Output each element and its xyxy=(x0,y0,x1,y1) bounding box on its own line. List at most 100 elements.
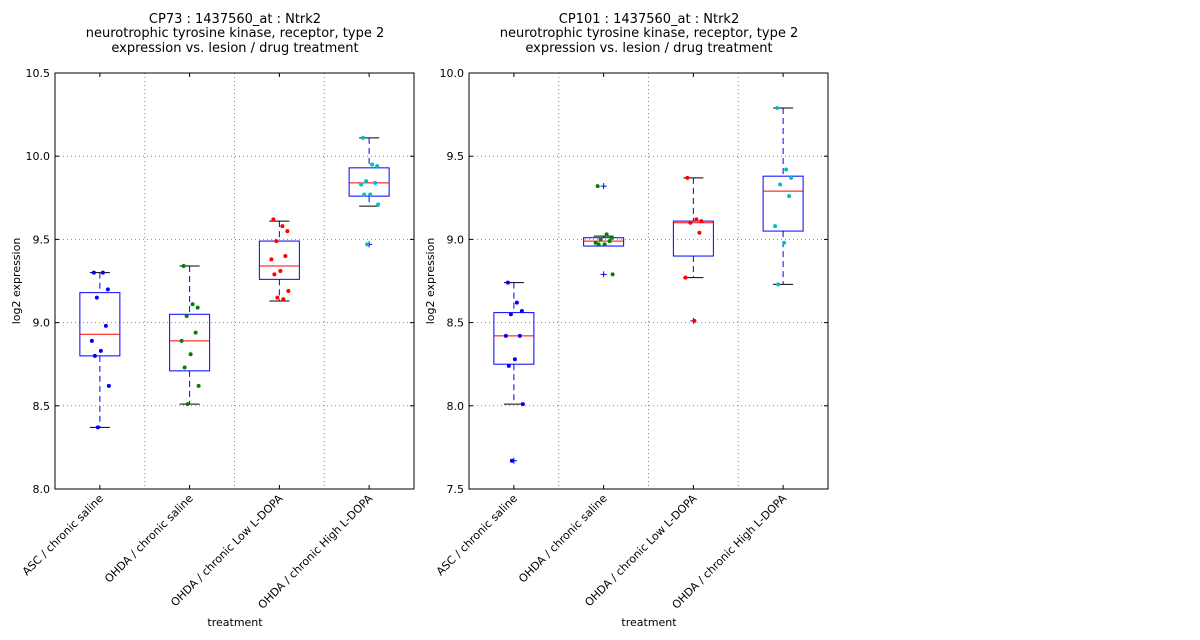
left-chart-data-point xyxy=(105,287,110,292)
left-chart-panel: CP73 : 1437560_at : Ntrk2 neurotrophic t… xyxy=(10,12,415,629)
left-chart-data-point xyxy=(98,348,103,353)
right-chart-data-point xyxy=(609,235,614,240)
right-chart-data-point xyxy=(593,240,598,245)
left-chart-box xyxy=(169,313,211,372)
left-chart-data-point xyxy=(283,254,288,259)
right-chart-panel: CP101 : 1437560_at : Ntrk2 neurotrophic … xyxy=(424,12,829,629)
left-chart-y-tick-label: 10.5 xyxy=(26,67,51,80)
right-chart-box-group xyxy=(762,105,804,287)
left-chart-data-point xyxy=(271,217,276,222)
left-chart-data-point xyxy=(274,239,279,244)
right-chart-data-point xyxy=(775,105,780,110)
left-chart-y-axis-label: log2 expression xyxy=(10,238,23,325)
right-chart-title-line-3: expression vs. lesion / drug treatment xyxy=(525,41,772,56)
left-chart-data-point xyxy=(362,192,367,197)
right-chart-data-point xyxy=(506,363,511,368)
left-chart-data-point xyxy=(182,365,187,370)
right-chart-data-point xyxy=(512,357,517,362)
right-chart-data-point xyxy=(503,333,508,338)
left-chart-y-tick-label: 8.0 xyxy=(33,483,51,496)
right-chart-y-axis-label: log2 expression xyxy=(424,238,437,325)
left-chart-data-point xyxy=(361,135,366,140)
right-chart-data-point xyxy=(699,219,704,224)
left-chart-data-point xyxy=(184,313,189,318)
left-chart-data-point xyxy=(275,295,280,300)
right-chart-data-point xyxy=(683,275,688,280)
right-chart-box xyxy=(493,312,535,365)
left-chart-y-tick-label: 9.0 xyxy=(33,317,51,330)
right-chart-data-point xyxy=(784,167,789,172)
left-chart-data-point xyxy=(286,288,291,293)
right-chart-outlier-marker xyxy=(600,183,607,190)
right-chart-y-tick-label: 8.0 xyxy=(447,400,465,413)
right-chart-y-tick-label: 9.0 xyxy=(447,233,465,246)
left-chart-title-line-3: expression vs. lesion / drug treatment xyxy=(111,41,358,56)
left-chart-box xyxy=(79,292,121,357)
right-chart-data-point xyxy=(520,402,525,407)
left-chart-data-point xyxy=(95,425,100,430)
left-chart-data-point xyxy=(359,182,364,187)
left-chart-box-group xyxy=(348,135,390,248)
left-chart-data-point xyxy=(364,179,369,184)
left-chart-data-point xyxy=(103,323,108,328)
left-chart-data-point xyxy=(106,383,111,388)
left-chart-data-point xyxy=(281,297,286,302)
left-chart-plot-frame xyxy=(54,72,415,490)
left-chart-title-line-2: neurotrophic tyrosine kinase, receptor, … xyxy=(86,26,384,41)
left-chart-x-axis-label: treatment xyxy=(207,616,263,629)
left-chart-box-group xyxy=(79,270,121,430)
left-chart-data-point xyxy=(94,295,99,300)
left-chart-data-point xyxy=(285,229,290,234)
left-chart-data-point xyxy=(272,272,277,277)
left-chart-data-point xyxy=(92,353,97,358)
left-chart-data-point xyxy=(193,330,198,335)
left-chart-y-tick-label: 9.5 xyxy=(33,233,51,246)
left-chart-data-point xyxy=(278,269,283,274)
right-chart-data-point xyxy=(514,300,519,305)
right-chart-x-tick-label: ASC / chronic saline xyxy=(434,492,520,578)
left-chart-data-point xyxy=(100,270,105,275)
right-chart-data-point xyxy=(778,182,783,187)
right-chart-data-point xyxy=(787,194,792,199)
left-chart-data-point xyxy=(196,383,201,388)
left-chart-box xyxy=(348,167,390,197)
right-chart-data-point xyxy=(773,224,778,229)
right-chart-data-point xyxy=(776,282,781,287)
right-chart-box-group xyxy=(583,183,625,278)
left-chart-data-point xyxy=(375,164,380,169)
left-chart-data-point xyxy=(185,402,190,407)
right-chart-data-point xyxy=(694,217,699,222)
right-chart-data-point xyxy=(607,239,612,244)
left-chart-x-tick-label: OHDA / chronic saline xyxy=(102,492,196,586)
right-chart-data-point xyxy=(610,272,615,277)
left-chart-data-point xyxy=(190,302,195,307)
right-chart-data-point xyxy=(509,458,514,463)
right-chart-data-point xyxy=(595,184,600,189)
right-chart-data-point xyxy=(517,333,522,338)
right-chart-data-point xyxy=(685,175,690,180)
left-chart-data-point xyxy=(91,270,96,275)
right-chart-data-point xyxy=(519,308,524,313)
right-chart-x-axis-label: treatment xyxy=(621,616,677,629)
left-chart-data-point xyxy=(370,162,375,167)
left-chart-y-tick-label: 10.0 xyxy=(26,150,51,163)
left-chart-box-group xyxy=(258,217,300,302)
right-chart-box xyxy=(762,175,804,232)
left-chart-data-point xyxy=(373,180,378,185)
right-chart-data-point xyxy=(602,242,607,247)
left-chart-data-point xyxy=(368,192,373,197)
right-chart-outlier-marker xyxy=(600,271,607,278)
left-chart-box xyxy=(258,240,300,280)
left-chart-data-point xyxy=(179,338,184,343)
left-chart-data-point xyxy=(365,242,370,247)
left-chart-x-tick-label: ASC / chronic saline xyxy=(20,492,106,578)
left-chart-box-group xyxy=(169,264,211,407)
right-chart-title-line-1: CP101 : 1437560_at : Ntrk2 xyxy=(559,12,739,27)
right-chart-data-point xyxy=(789,175,794,180)
right-chart-box-group xyxy=(672,175,714,324)
right-chart-plot-frame xyxy=(468,72,829,490)
right-chart-data-point xyxy=(692,318,697,323)
right-chart-data-point xyxy=(508,312,513,317)
left-chart-data-point xyxy=(280,224,285,229)
